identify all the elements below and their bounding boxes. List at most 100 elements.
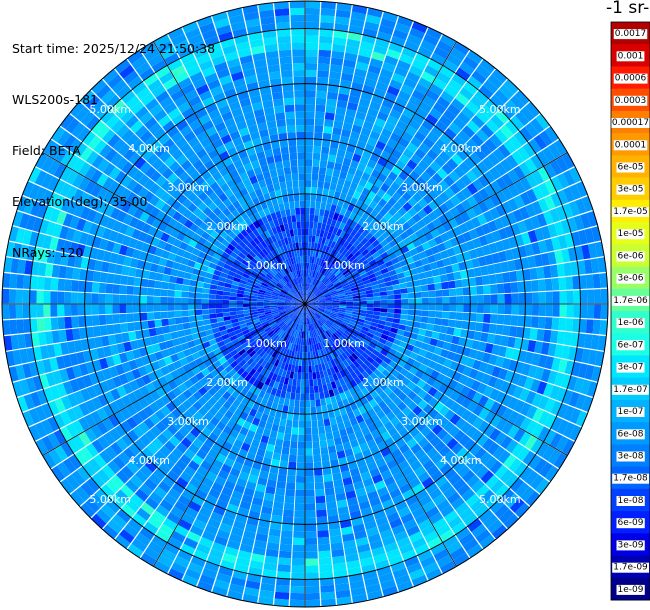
ray-gate-cell — [511, 293, 519, 304]
ray-gate-cell — [496, 314, 505, 325]
ray-gate-cell — [556, 173, 569, 189]
ray-gate-cell — [531, 200, 543, 215]
ray-gate-cell — [330, 57, 344, 66]
ray-gate-cell — [500, 158, 513, 173]
ray-gate-cell — [365, 206, 374, 215]
ray-gate-cell — [393, 313, 401, 319]
ray-gate-cell — [349, 334, 357, 341]
ray-gate-cell — [312, 434, 320, 442]
ray-gate-cell — [318, 301, 326, 304]
ray-gate-cell — [537, 426, 551, 442]
ray-gate-cell — [422, 442, 434, 454]
ray-gate-cell — [324, 376, 331, 384]
ray-gate-cell — [384, 92, 397, 103]
ray-gate-cell — [480, 332, 489, 343]
ray-gate-cell — [413, 165, 425, 176]
ray-gate-cell — [358, 315, 366, 320]
ray-gate-cell — [462, 251, 472, 261]
ray-gate-cell — [344, 448, 354, 457]
ray-gate-cell — [501, 357, 512, 370]
ray-gate-cell — [133, 313, 141, 322]
ray-gate-cell — [403, 519, 418, 531]
ray-gate-cell — [534, 227, 545, 242]
ray-gate-cell — [325, 307, 333, 310]
ray-gate-cell — [466, 456, 479, 470]
ray-gate-cell — [307, 269, 311, 277]
ray-gate-cell — [285, 489, 295, 497]
ray-gate-cell — [505, 154, 519, 169]
ray-gate-cell — [357, 54, 371, 65]
ray-gate-cell — [305, 393, 310, 401]
ray-gate-cell — [396, 272, 405, 279]
ray-gate-cell — [351, 474, 363, 484]
ray-gate-cell — [344, 483, 355, 493]
ray-gate-cell — [404, 40, 420, 53]
ray-gate-cell — [402, 489, 415, 501]
ray-gate-cell — [313, 139, 322, 147]
ray-gate-cell — [408, 304, 416, 310]
ray-gate-cell — [392, 318, 401, 324]
ray-gate-cell — [462, 312, 470, 321]
ray-gate-cell — [371, 546, 386, 557]
ray-gate-cell — [329, 452, 338, 461]
ray-gate-cell — [408, 119, 421, 131]
ray-gate-cell — [444, 84, 459, 98]
ray-gate-cell — [330, 535, 343, 544]
ray-gate-cell — [347, 336, 356, 343]
ray-gate-cell — [307, 345, 310, 353]
ray-gate-cell — [453, 430, 466, 442]
ray-gate-cell — [538, 198, 550, 213]
ray-gate-cell — [382, 192, 392, 203]
ray-gate-cell — [327, 345, 333, 353]
ray-gate-cell — [286, 475, 296, 483]
ray-gate-cell — [283, 502, 295, 511]
ray-gate-cell — [366, 300, 374, 304]
ray-gate-cell — [357, 226, 366, 235]
ray-gate-cell — [358, 420, 368, 430]
ray-gate-cell — [458, 374, 469, 385]
ray-gate-cell — [333, 437, 343, 446]
ray-gate-cell — [484, 254, 494, 265]
ray-gate-cell — [390, 181, 401, 192]
ray-gate-cell — [466, 400, 478, 413]
ray-gate-cell — [537, 354, 548, 368]
ray-gate-cell — [581, 196, 593, 212]
ray-gate-cell — [415, 298, 423, 304]
ray-gate-cell — [314, 125, 324, 133]
ray-gate-cell — [376, 410, 386, 420]
ray-gate-cell — [451, 73, 467, 87]
ray-gate-cell — [339, 192, 347, 202]
ray-gate-cell — [453, 552, 470, 567]
ray-gate-cell — [98, 293, 106, 304]
ray-gate-cell — [422, 193, 434, 205]
ray-gate-cell — [407, 292, 415, 299]
ray-gate-cell — [314, 288, 320, 295]
ray-gate-cell — [308, 338, 312, 346]
ray-gate-cell — [402, 406, 412, 417]
ray-gate-cell — [330, 290, 338, 295]
ray-gate-cell — [333, 234, 340, 243]
ray-gate-cell — [50, 304, 58, 317]
ray-gate-cell — [367, 107, 379, 118]
ray-gate-cell — [256, 304, 264, 307]
ray-gate-cell — [463, 81, 478, 95]
ray-gate-cell — [341, 470, 351, 480]
ray-gate-cell — [342, 375, 350, 384]
ray-gate-cell — [349, 267, 357, 274]
ray-gate-cell — [371, 284, 380, 290]
ray-gate-cell — [510, 315, 519, 326]
ray-gate-cell — [326, 329, 333, 337]
ray-gate-cell — [584, 334, 593, 349]
ray-gate-cell — [201, 309, 210, 315]
ray-gate-cell — [452, 460, 466, 473]
ray-gate-cell — [309, 293, 315, 299]
ray-gate-cell — [318, 236, 323, 245]
ray-gate-cell — [277, 564, 291, 573]
ray-gate-cell — [536, 266, 545, 279]
ray-gate-cell — [301, 365, 305, 373]
ray-gate-cell — [382, 11, 398, 23]
ray-gate-cell — [337, 214, 344, 223]
ray-gate-cell — [351, 314, 359, 319]
ray-gate-cell — [395, 574, 411, 586]
ray-gate-cell — [320, 15, 335, 24]
